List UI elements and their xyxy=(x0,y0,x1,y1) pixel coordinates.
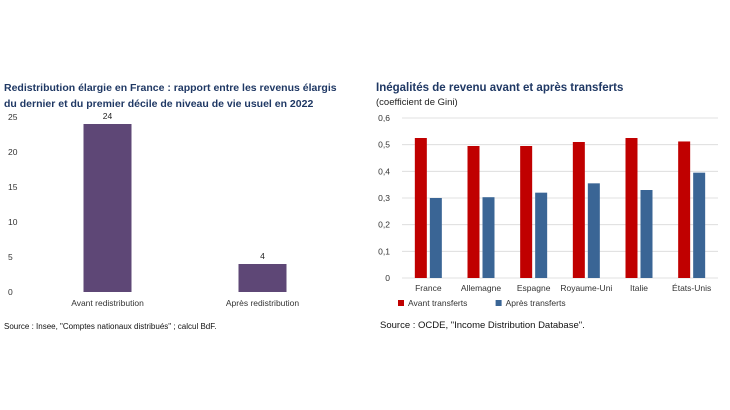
right-y-tick-label: 0 xyxy=(385,273,390,283)
right-y-tick-label: 0,3 xyxy=(378,193,390,203)
right-bar-avant xyxy=(467,146,480,278)
left-chart-title: Redistribution élargie en France : rappo… xyxy=(4,82,337,110)
right-bar-avant xyxy=(625,138,638,278)
left-bar-value-label: 4 xyxy=(260,251,265,261)
right-y-tick-label: 0,6 xyxy=(378,113,390,123)
left-category-label: Après redistribution xyxy=(226,298,300,308)
right-category-label: Royaume-Uni xyxy=(560,283,612,293)
right-chart-subtitle: (coefficient de Gini) xyxy=(376,97,458,108)
right-legend-swatch xyxy=(398,300,404,306)
right-category-label: Italie xyxy=(630,283,648,293)
left-y-tick-label: 5 xyxy=(8,252,13,262)
right-bar-avant xyxy=(678,141,691,278)
right-y-tick-label: 0,2 xyxy=(378,220,390,230)
right-bar-avant xyxy=(520,146,533,278)
right-bar-apres xyxy=(535,192,548,278)
left-bar-value-label: 24 xyxy=(103,111,113,121)
right-legend-label: Après transferts xyxy=(506,298,566,308)
right-bar-apres xyxy=(587,183,600,278)
right-y-tick-label: 0,5 xyxy=(378,140,390,150)
right-chart-source: Source : OCDE, "Income Distribution Data… xyxy=(380,320,585,331)
left-category-label: Avant redistribution xyxy=(71,298,144,308)
right-bar-apres xyxy=(640,190,653,278)
right-y-tick-label: 0,1 xyxy=(378,246,390,256)
right-category-label: Allemagne xyxy=(461,283,501,293)
right-bar-avant xyxy=(414,138,427,278)
right-y-tick-label: 0,4 xyxy=(378,166,390,176)
left-y-tick-label: 0 xyxy=(8,287,13,297)
left-bar xyxy=(238,264,287,292)
right-bar-apres xyxy=(482,197,495,278)
right-bar-apres xyxy=(693,172,706,278)
right-category-label: États-Unis xyxy=(672,283,711,293)
right-legend-swatch xyxy=(495,300,502,306)
right-bar-apres xyxy=(429,198,442,278)
right-category-label: France xyxy=(415,283,442,293)
right-legend-label: Avant transferts xyxy=(408,298,467,308)
left-y-tick-label: 25 xyxy=(8,112,18,122)
right-bar-avant xyxy=(572,142,585,278)
left-bar xyxy=(83,124,132,292)
left-chart-source: Source : Insee, "Comptes nationaux distr… xyxy=(4,322,217,331)
left-y-tick-label: 20 xyxy=(8,147,18,157)
right-category-label: Espagne xyxy=(517,283,551,293)
right-chart-title: Inégalités de revenu avant et après tran… xyxy=(376,82,624,94)
left-y-tick-label: 15 xyxy=(8,182,18,192)
left-y-tick-label: 10 xyxy=(8,217,18,227)
